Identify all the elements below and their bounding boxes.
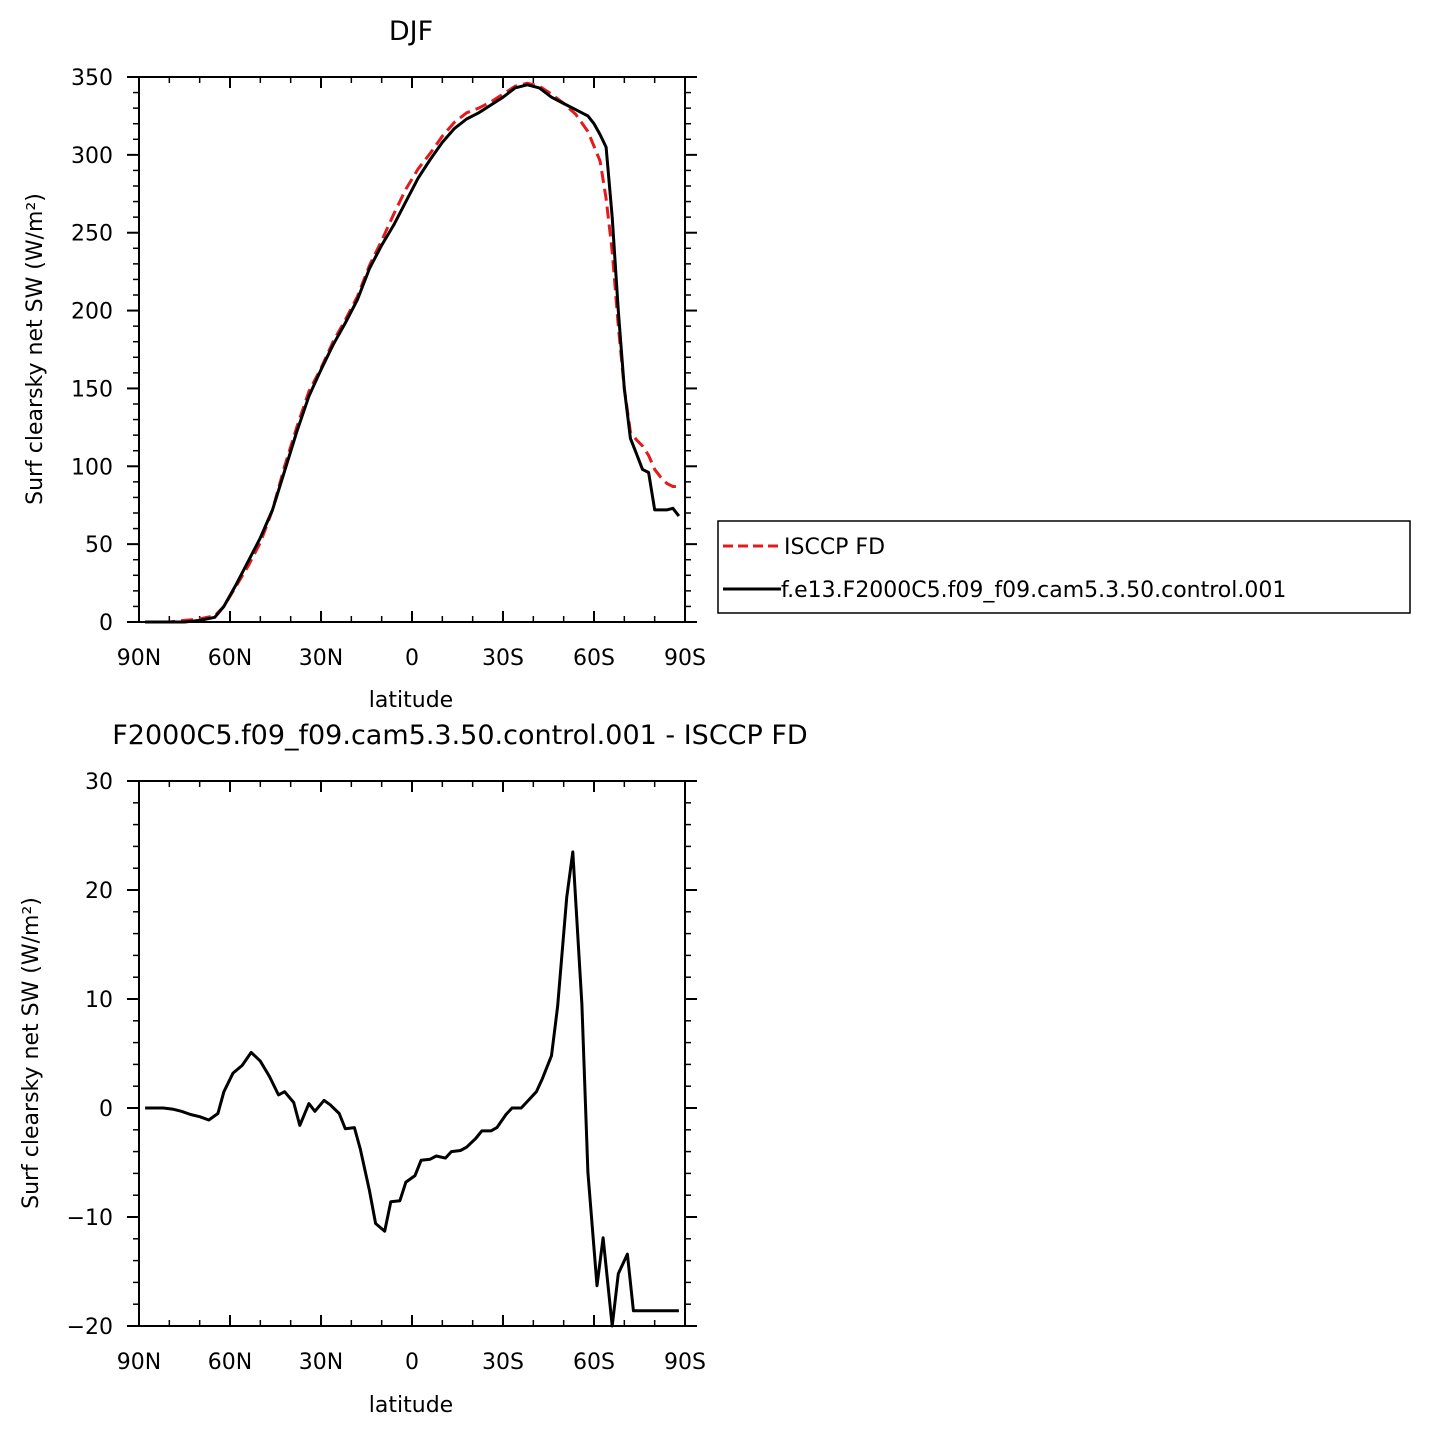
top-ytick-label: 50 <box>85 533 113 558</box>
bottom-chart-title: F2000C5.f09_f09.cam5.3.50.control.001 - … <box>112 720 807 751</box>
legend: ISCCP FD f.e13.F2000C5.f09_f09.cam5.3.50… <box>717 520 1411 614</box>
top-ytick-label: 350 <box>71 66 113 91</box>
bottom-chart-xlabel: latitude <box>369 1393 453 1418</box>
bottom-xtick-label: 30S <box>482 1350 524 1375</box>
bottom-chart-ticks: 90N 60N 30N 0 30S 60S 90S −20 −10 0 10 20 30 <box>67 770 706 1375</box>
bottom-ytick-label: 0 <box>99 1097 113 1122</box>
bottom-xtick-label: 60S <box>573 1350 615 1375</box>
bottom-chart-series <box>145 850 679 1328</box>
bottom-ytick-label: 20 <box>85 879 113 904</box>
bottom-xtick-label: 0 <box>405 1350 419 1375</box>
bottom-xtick-label: 90S <box>664 1350 706 1375</box>
legend-box <box>717 520 1411 614</box>
top-ytick-label: 0 <box>99 611 113 636</box>
top-ytick-label: 150 <box>71 377 113 402</box>
top-ytick-label: 250 <box>71 222 113 247</box>
top-ytick-label: 300 <box>71 144 113 169</box>
top-chart-title: DJF <box>389 16 433 47</box>
top-xtick-label: 90N <box>117 646 161 671</box>
top-xtick-label: 90S <box>664 646 706 671</box>
top-xtick-label: 30N <box>299 646 343 671</box>
legend-entry-isccp: ISCCP FD <box>784 535 885 560</box>
bottom-ytick-label: 10 <box>85 988 113 1013</box>
top-chart-frame <box>138 76 686 623</box>
top-chart-series <box>145 81 681 624</box>
bottom-xtick-label: 90N <box>117 1350 161 1375</box>
bottom-ytick-label: −10 <box>67 1206 113 1231</box>
bottom-xtick-label: 60N <box>208 1350 252 1375</box>
top-series-line-1 <box>145 83 681 624</box>
top-xtick-label: 60N <box>208 646 252 671</box>
top-chart-xlabel: latitude <box>369 688 453 713</box>
top-xtick-label: 60S <box>573 646 615 671</box>
top-panel: DJF Surf clearsky net SW (W/m²) latitude… <box>23 16 706 713</box>
top-xtick-label: 30S <box>482 646 524 671</box>
bottom-chart-ylabel: Surf clearsky net SW (W/m²) <box>19 897 44 1209</box>
top-ytick-label: 100 <box>71 455 113 480</box>
top-chart-ylabel: Surf clearsky net SW (W/m²) <box>23 193 48 505</box>
bottom-chart-frame <box>138 780 686 1327</box>
top-ytick-label: 200 <box>71 300 113 325</box>
bottom-ytick-label: 30 <box>85 770 113 795</box>
bottom-series-line-0 <box>145 850 679 1328</box>
top-xtick-label: 0 <box>405 646 419 671</box>
bottom-panel: F2000C5.f09_f09.cam5.3.50.control.001 - … <box>19 720 808 1418</box>
bottom-xtick-label: 30N <box>299 1350 343 1375</box>
top-chart-ticks: 90N 60N 30N 0 30S 60S 90S 0 50 100 150 200 250 300 350 <box>71 66 706 671</box>
top-series-line-0 <box>145 81 679 624</box>
legend-entry-cam5: f.e13.F2000C5.f09_f09.cam5.3.50.control.… <box>781 578 1286 603</box>
bottom-ytick-label: −20 <box>67 1315 113 1340</box>
